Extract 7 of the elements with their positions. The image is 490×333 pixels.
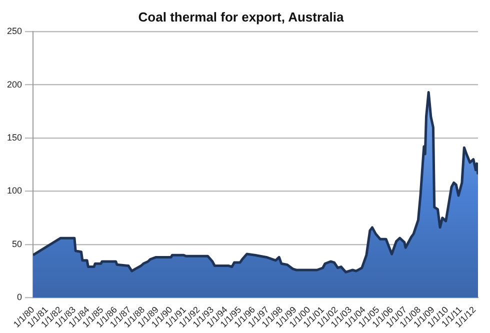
y-tick-label: 0	[17, 292, 22, 302]
y-tick-label: 250	[6, 26, 22, 36]
y-tick-label: 150	[6, 132, 22, 143]
y-tick-label: 50	[12, 238, 22, 249]
chart-title: Coal thermal for export, Australia	[138, 9, 344, 24]
y-tick-label: 200	[6, 79, 22, 90]
y-tick-label: 100	[6, 186, 22, 196]
